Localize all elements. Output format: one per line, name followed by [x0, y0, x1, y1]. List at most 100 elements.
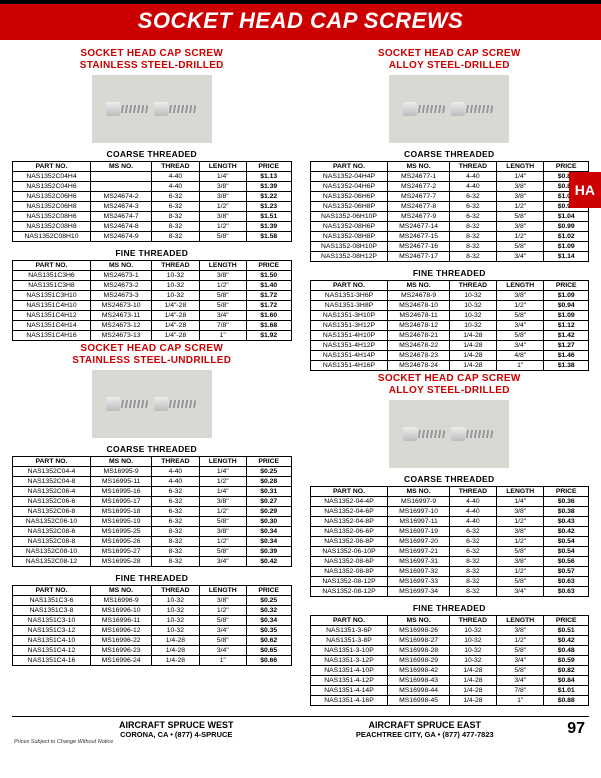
- table-row: NAS1351C4H10 MS24673-10 1/4"-28 5/8" $1.…: [13, 301, 292, 311]
- cell-part: NAS1352-04-6P: [310, 507, 388, 517]
- cell-thread: 8-32: [152, 557, 199, 567]
- cell-ms: MS24673-3: [90, 291, 151, 301]
- cell-price: $0.62: [246, 636, 291, 646]
- th-part: PART NO.: [13, 162, 91, 172]
- cell-ms: MS24677-15: [388, 232, 449, 242]
- cell-length: 5/8": [199, 636, 246, 646]
- cell-thread: 10-32: [449, 321, 496, 331]
- cell-length: 4/8": [497, 351, 544, 361]
- cell-part: NAS1352C08-8: [13, 537, 91, 547]
- table-row: NAS1352-08H10P MS24677-16 8-32 5/8" $1.0…: [310, 242, 589, 252]
- cell-part: NAS1351C3-12: [13, 626, 91, 636]
- cell-part: NAS1352-04H6P: [310, 182, 388, 192]
- table-row: NAS1352C06H8 MS24674-3 6-32 1/2" $1.23: [13, 202, 292, 212]
- cell-length: 7/8": [497, 686, 544, 696]
- cell-length: 3/8": [199, 182, 246, 192]
- cell-part: NAS1351-3H12P: [310, 321, 388, 331]
- cell-part: NAS1352C04-8: [13, 477, 91, 487]
- side-tab: HA: [569, 172, 601, 208]
- cell-ms: MS16996-12: [90, 626, 151, 636]
- cell-ms: MS24678-22: [388, 341, 449, 351]
- table-row: NAS1352C08-10 MS16995-27 8-32 5/8" $0.39: [13, 547, 292, 557]
- cell-part: NAS1351-3-8P: [310, 636, 388, 646]
- cell-price: $1.39: [246, 222, 291, 232]
- th-thread: THREAD: [449, 162, 496, 172]
- cell-ms: [90, 172, 151, 182]
- cell-part: NAS1352C08-6: [13, 527, 91, 537]
- cell-length: 1/2": [199, 477, 246, 487]
- table-row: NAS1352-08H6P MS24677-14 8-32 3/8" $0.99: [310, 222, 589, 232]
- cell-length: 1/2": [199, 606, 246, 616]
- cell-ms: MS16995-18: [90, 507, 151, 517]
- table-row: NAS1352-04H6P MS24677-2 4-40 3/8" $0.85: [310, 182, 589, 192]
- table-row: NAS1351C4-16 MS16996-24 1/4-28 1" $0.66: [13, 656, 292, 666]
- cell-price: $0.54: [544, 547, 589, 557]
- cell-part: NAS1351C3-10: [13, 616, 91, 626]
- cell-part: NAS1352C04-4: [13, 467, 91, 477]
- cell-price: $0.38: [544, 507, 589, 517]
- cell-length: 3/8": [199, 527, 246, 537]
- table-row: NAS1352-08-12P MS16997-34 8-32 3/4" $0.6…: [310, 587, 589, 597]
- cell-thread: 10-32: [152, 291, 199, 301]
- cell-length: 3/8": [497, 626, 544, 636]
- cell-ms: MS24677-14: [388, 222, 449, 232]
- cell-ms: MS24674-3: [90, 202, 151, 212]
- cell-part: NAS1351C4H12: [13, 311, 91, 321]
- cell-ms: MS24678-11: [388, 311, 449, 321]
- cell-price: $1.38: [544, 361, 589, 371]
- th-thread: THREAD: [152, 457, 199, 467]
- cell-length: 1/2": [199, 281, 246, 291]
- cell-part: NAS1352-08H10P: [310, 242, 388, 252]
- cell-ms: MS24677-8: [388, 202, 449, 212]
- cell-thread: 8-32: [449, 587, 496, 597]
- cell-price: $0.42: [544, 527, 589, 537]
- cell-length: 1/2": [497, 517, 544, 527]
- cell-ms: MS24678-24: [388, 361, 449, 371]
- th-length: LENGTH: [497, 616, 544, 626]
- cell-ms: MS16995-11: [90, 477, 151, 487]
- spec-table: PART NO. MS NO. THREAD LENGTH PRICE NAS1…: [12, 161, 292, 242]
- product-image: [389, 400, 509, 468]
- subhead-fine: FINE THREADED: [310, 268, 590, 278]
- cell-ms: MS16998-43: [388, 676, 449, 686]
- cell-ms: MS16998-27: [388, 636, 449, 646]
- cell-part: NAS1351-4-14P: [310, 686, 388, 696]
- cell-part: NAS1352-06H6P: [310, 192, 388, 202]
- table-row: NAS1352C06H6 MS24674-2 6-32 3/8" $1.22: [13, 192, 292, 202]
- table-row: NAS1351C4H16 MS24673-13 1/4"-28 1" $1.92: [13, 331, 292, 341]
- cell-ms: MS16997-33: [388, 577, 449, 587]
- cell-length: 1/2": [497, 636, 544, 646]
- cell-part: NAS1352C08H6: [13, 212, 91, 222]
- table-row: NAS1352C08H8 MS24674-8 8-32 1/2" $1.39: [13, 222, 292, 232]
- cell-price: $0.84: [544, 676, 589, 686]
- cell-ms: MS16995-27: [90, 547, 151, 557]
- cell-ms: MS16995-17: [90, 497, 151, 507]
- cell-length: 1/2": [199, 202, 246, 212]
- cell-thread: 8-32: [449, 557, 496, 567]
- cell-thread: 8-32: [449, 567, 496, 577]
- cell-ms: MS24678-10: [388, 301, 449, 311]
- cell-thread: 4-40: [152, 467, 199, 477]
- cell-thread: 6-32: [152, 507, 199, 517]
- cell-part: NAS1352-04H4P: [310, 172, 388, 182]
- table-row: NAS1352C08-8 MS16995-26 8-32 1/2" $0.34: [13, 537, 292, 547]
- cell-price: $0.66: [246, 656, 291, 666]
- table-row: NAS1351-3H10P MS24678-11 10-32 5/8" $1.0…: [310, 311, 589, 321]
- cell-thread: 8-32: [449, 252, 496, 262]
- cell-length: 5/8": [199, 616, 246, 626]
- cell-price: $0.54: [544, 537, 589, 547]
- cell-length: 3/8": [497, 192, 544, 202]
- cell-length: 1/4": [199, 487, 246, 497]
- cell-ms: MS16996-9: [90, 596, 151, 606]
- cell-thread: 10-32: [152, 596, 199, 606]
- cell-price: $1.27: [544, 341, 589, 351]
- cell-length: 5/8": [199, 547, 246, 557]
- cell-part: NAS1351C3H8: [13, 281, 91, 291]
- subhead-coarse: COARSE THREADED: [310, 474, 590, 484]
- cell-length: 3/8": [199, 596, 246, 606]
- table-row: NAS1351-4H16P MS24678-24 1/4-28 1" $1.38: [310, 361, 589, 371]
- cell-thread: 1/4-28: [152, 656, 199, 666]
- cell-ms: MS16996-11: [90, 616, 151, 626]
- cell-part: NAS1352C06-8: [13, 507, 91, 517]
- table-row: NAS1352C04-8 MS16995-11 4-40 1/2" $0.28: [13, 477, 292, 487]
